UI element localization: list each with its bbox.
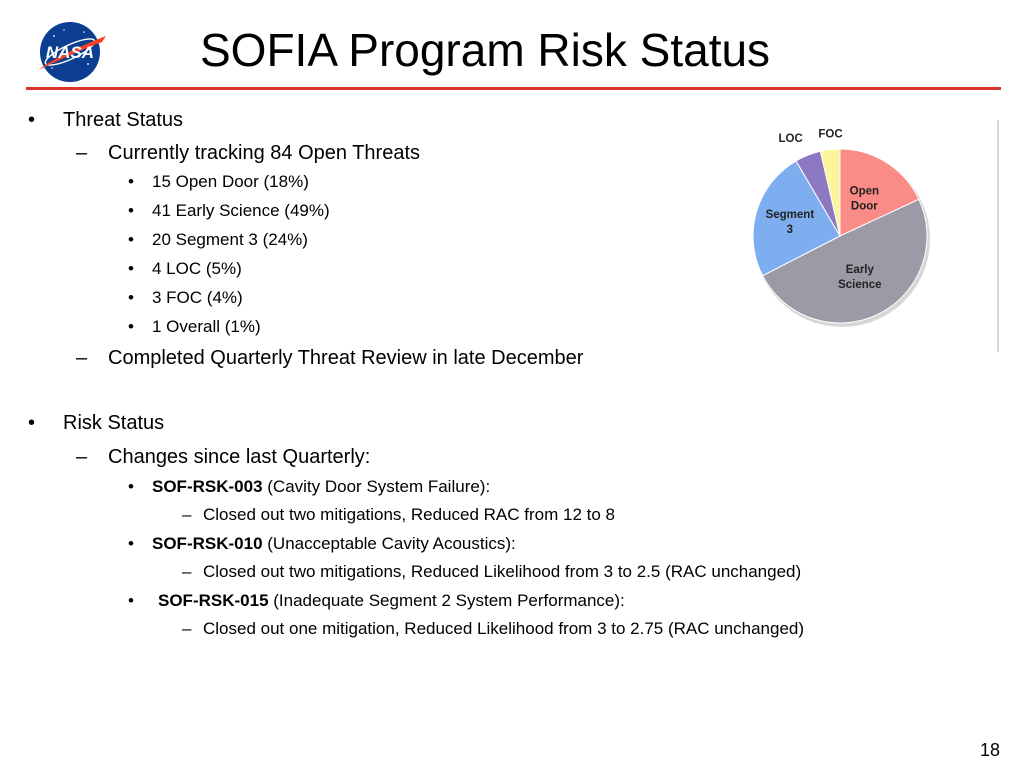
dash-marker: –	[76, 142, 88, 164]
pie-slice	[839, 148, 920, 237]
bullet-marker: •	[128, 534, 134, 553]
risk-detail-010: Closed out two mitigations, Reduced Like…	[203, 562, 802, 581]
risk-description: (Unacceptable Cavity Acoustics):	[262, 534, 516, 553]
risk-detail-015: Closed out one mitigation, Reduced Likel…	[203, 619, 805, 638]
threat-item-early-science: 41 Early Science (49%)	[152, 201, 330, 220]
bullet-marker: •	[128, 172, 134, 191]
risk-id: SOF-RSK-003	[152, 477, 263, 496]
risk-description: (Inadequate Segment 2 System Performance…	[268, 591, 625, 610]
threat-tracking-text: Currently tracking 84 Open Threats	[108, 142, 421, 164]
pie-slice-label: Open Door	[850, 185, 879, 212]
threat-item-overall: 1 Overall (1%)	[152, 317, 261, 336]
pie-chart-svg: Open Door Early Science Segment 3 LOC FOC	[752, 129, 930, 327]
bullet-marker: •	[128, 259, 134, 278]
bullet-marker: •	[128, 477, 134, 496]
dash-marker: –	[76, 347, 88, 369]
threat-status-heading: Threat Status	[63, 109, 184, 131]
bullet-marker: •	[128, 230, 134, 249]
threat-pie-chart: Open Door Early Science Segment 3 LOC FOC	[744, 122, 994, 352]
risk-id: SOF-RSK-015	[158, 591, 269, 610]
pie-slice-label: Segment 3	[766, 209, 815, 236]
nasa-logo-text: NASA	[46, 43, 94, 62]
threat-item-open-door: 15 Open Door (18%)	[152, 172, 309, 191]
threat-review-text: Completed Quarterly Threat Review in lat…	[108, 347, 584, 369]
dash-marker: –	[76, 446, 88, 468]
threat-item-foc: 3 FOC (4%)	[152, 288, 243, 307]
slide-title: SOFIA Program Risk Status	[200, 24, 771, 76]
dash-marker: –	[182, 505, 192, 524]
pie-slice	[761, 198, 928, 324]
bullet-marker: •	[128, 201, 134, 220]
pie-slice-label: FOC	[818, 129, 842, 141]
bullet-marker: •	[28, 109, 36, 131]
pie-slice-label: Early Science	[838, 264, 881, 291]
bullet-marker: •	[128, 288, 134, 307]
risk-item-015: SOF-RSK-015 (Inadequate Segment 2 System…	[158, 590, 625, 611]
bullet-marker: •	[28, 412, 36, 434]
risk-changes-text: Changes since last Quarterly:	[108, 446, 371, 468]
risk-id: SOF-RSK-010	[152, 534, 263, 553]
risk-item-010: SOF-RSK-010 (Unacceptable Cavity Acousti…	[152, 533, 516, 554]
chart-border	[997, 120, 999, 352]
nasa-logo: NASA	[32, 20, 108, 84]
page-number: 18	[979, 740, 1000, 760]
risk-item-003: SOF-RSK-003 (Cavity Door System Failure)…	[152, 476, 490, 497]
risk-description: (Cavity Door System Failure):	[262, 477, 491, 496]
dash-marker: –	[182, 562, 192, 581]
risk-detail-003: Closed out two mitigations, Reduced RAC …	[203, 505, 615, 524]
pie-slice	[819, 148, 841, 237]
risk-status-heading: Risk Status	[63, 412, 165, 434]
dash-marker: –	[182, 619, 192, 638]
threat-item-loc: 4 LOC (5%)	[152, 259, 242, 278]
threat-item-segment-3: 20 Segment 3 (24%)	[152, 230, 308, 249]
pie-slice	[752, 160, 841, 277]
title-rule	[26, 87, 1001, 90]
bullet-marker: •	[128, 317, 134, 336]
pie-slice-label: LOC	[779, 133, 803, 145]
bullet-marker: •	[128, 591, 134, 610]
